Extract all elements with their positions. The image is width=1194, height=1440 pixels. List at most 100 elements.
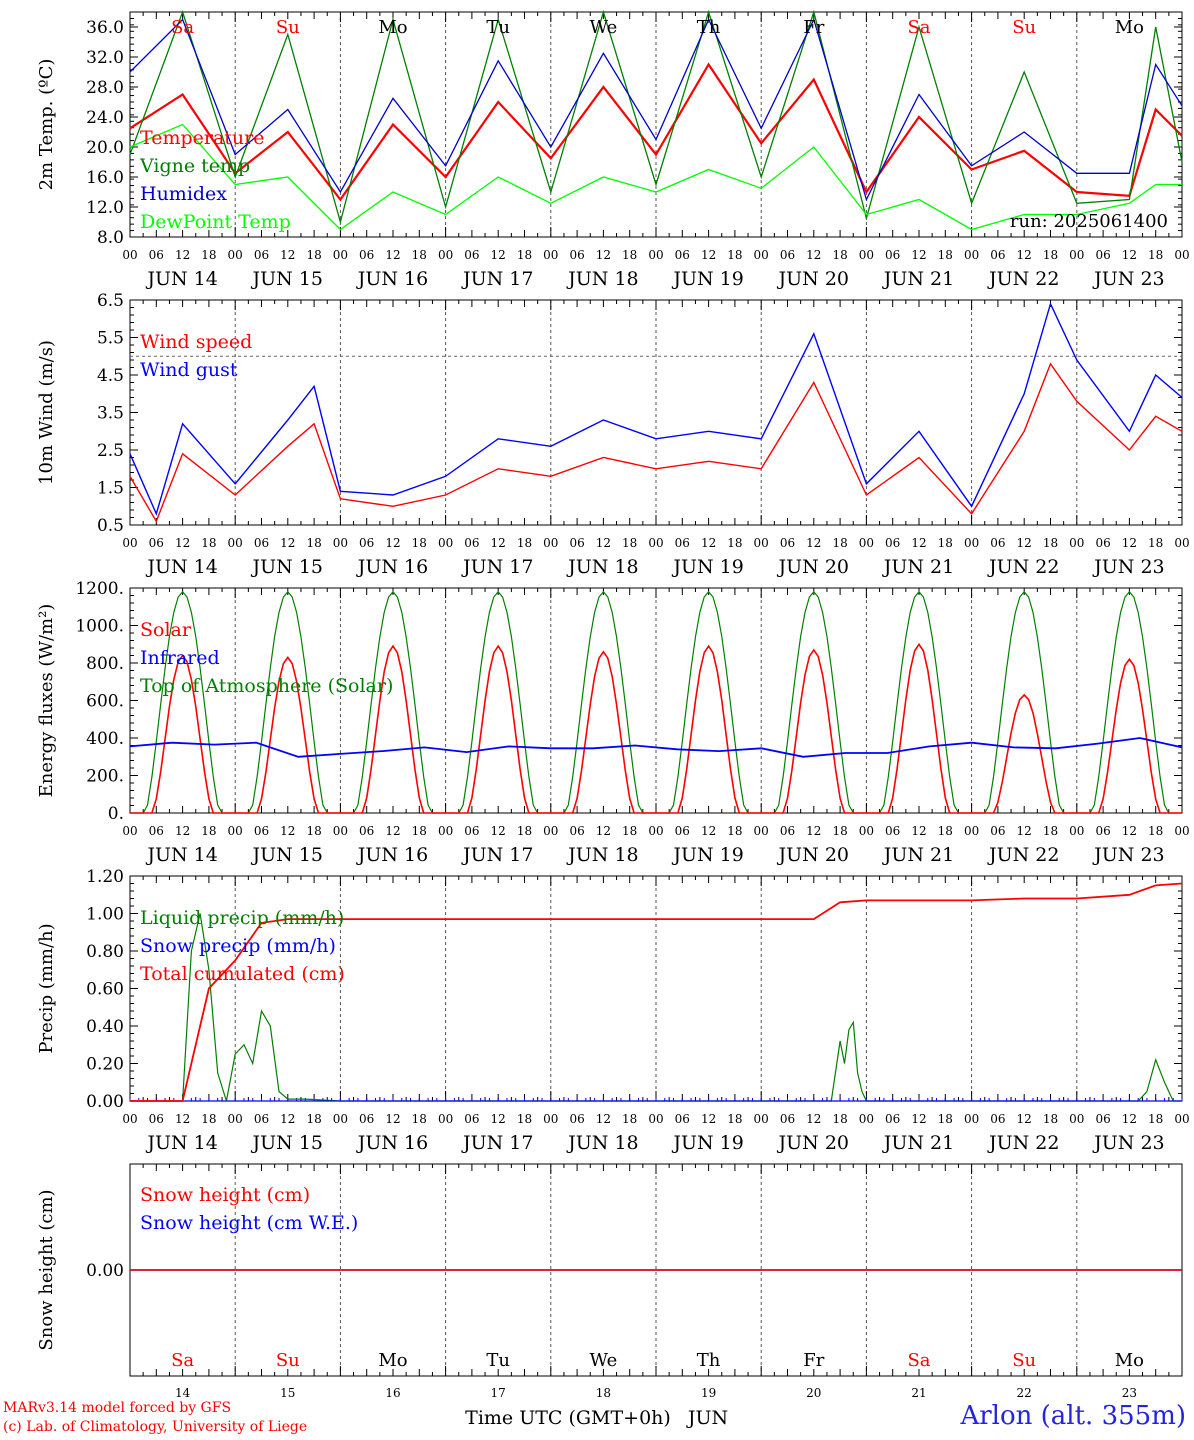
hour-tick-label: 18 (306, 536, 321, 550)
y-tick-label: 36.0 (86, 18, 124, 38)
hour-tick-label: 12 (1122, 536, 1137, 550)
panel-energy: 0. 200. 400. 600. 800. 1000. 1200. Energy fluxe… (36, 579, 1183, 824)
hour-tick-label: 00 (859, 536, 874, 550)
hour-tick-label: 12 (701, 536, 716, 550)
day-label: JUN 16 (356, 268, 428, 290)
day-label: JUN 21 (882, 268, 954, 290)
hour-tick-label: 00 (122, 536, 137, 550)
hour-tick-label: 12 (1017, 824, 1032, 838)
hour-tick-label: 06 (780, 536, 795, 550)
hour-tick-label: 12 (1122, 248, 1137, 262)
y-tick-label: 0.60 (86, 980, 124, 1000)
hour-tick-label: 06 (885, 248, 900, 262)
hour-tick-label: 18 (832, 824, 847, 838)
weekday-label: Sa (907, 17, 930, 38)
legend-entry: DewPoint Temp (140, 211, 291, 233)
hour-tick-label: 12 (491, 536, 506, 550)
credit-lab: (c) Lab. of Climatology, University of L… (3, 1419, 308, 1435)
panel-frame (129, 11, 1183, 238)
y-tick-label: 200. (86, 767, 124, 787)
hour-tick-label: 12 (911, 536, 926, 550)
hour-tick-label: 06 (464, 536, 479, 550)
hour-tick-label: 06 (990, 536, 1005, 550)
panel-temp: 8.0 12.0 16.0 20.0 24.0 28.0 32.0 36.0 2m Temp. … (36, 9, 1183, 248)
hour-tick-label: 18 (517, 1112, 532, 1126)
hour-tick-label: 00 (122, 1112, 137, 1126)
hour-tick-label: 06 (1095, 824, 1110, 838)
day-number: 23 (1122, 1386, 1137, 1400)
hour-tick-label: 06 (359, 824, 374, 838)
hour-tick-label: 00 (333, 824, 348, 838)
day-label: JUN 17 (461, 844, 533, 866)
y-tick-label: 0.00 (86, 1261, 124, 1281)
hour-tick-label: 00 (122, 824, 137, 838)
day-label: JUN 16 (356, 844, 428, 866)
hour-tick-label: 06 (1095, 536, 1110, 550)
hour-tick-label: 12 (701, 824, 716, 838)
hour-tick-label: 00 (964, 824, 979, 838)
hour-tick-label: 18 (1043, 248, 1058, 262)
y-tick-label: 1.5 (97, 479, 124, 499)
weekday-label: Su (1012, 1350, 1036, 1371)
y-axis-label: 2m Temp. (ºC) (36, 59, 57, 191)
panel-wind: 0.5 1.5 2.5 3.5 4.5 5.5 6.5 10m Wind (m/s) Wind … (36, 291, 1183, 536)
hour-tick-label: 12 (175, 1112, 190, 1126)
weekday-label: Sa (171, 17, 194, 38)
day-number: 17 (491, 1386, 506, 1400)
hour-tick-label: 00 (648, 536, 663, 550)
day-label: JUN 15 (251, 268, 323, 290)
hour-tick-label: 06 (885, 536, 900, 550)
hour-tick-label: 18 (517, 536, 532, 550)
hour-tick-label: 06 (254, 536, 269, 550)
y-tick-label: 1.20 (86, 867, 124, 887)
legend-entry: Solar (140, 619, 192, 641)
hour-tick-label: 18 (201, 1112, 216, 1126)
weekday-label: Mo (378, 1350, 407, 1371)
day-label: JUN 19 (671, 556, 743, 578)
y-tick-label: 0.00 (86, 1092, 124, 1112)
weekday-label: Sa (907, 1350, 930, 1371)
hour-tick-label: 00 (228, 536, 243, 550)
hour-tick-label: 00 (1069, 824, 1084, 838)
legend-entry: Humidex (140, 183, 227, 205)
hour-tick-label: 00 (333, 1112, 348, 1126)
day-label: JUN 23 (1092, 844, 1164, 866)
legend-entry: Snow height (cm W.E.) (140, 1212, 358, 1234)
hour-tick-label: 00 (754, 1112, 769, 1126)
hour-tick-label: 12 (701, 248, 716, 262)
hour-tick-label: 12 (491, 248, 506, 262)
hour-tick-label: 00 (1069, 1112, 1084, 1126)
hour-tick-label: 18 (622, 1112, 637, 1126)
hour-tick-label: 12 (175, 824, 190, 838)
hour-tick-label: 06 (675, 824, 690, 838)
weekday-label: Mo (378, 17, 407, 38)
hour-tick-label: 00 (333, 248, 348, 262)
hour-tick-label: 18 (622, 248, 637, 262)
y-tick-label: 600. (86, 692, 124, 712)
hour-tick-label: 00 (228, 1112, 243, 1126)
legend-entry: Wind speed (140, 331, 252, 353)
hour-tick-label: 06 (569, 1112, 584, 1126)
hour-tick-label: 06 (675, 248, 690, 262)
day-label: JUN 20 (777, 844, 849, 866)
hour-tick-label: 00 (1174, 1112, 1189, 1126)
hour-tick-label: 06 (254, 824, 269, 838)
hour-tick-label: 12 (280, 1112, 295, 1126)
day-label: JUN 21 (882, 1132, 954, 1154)
hour-tick-label: 12 (280, 824, 295, 838)
series-humidex (129, 17, 1183, 202)
series-dewpoint-temp (129, 123, 1182, 231)
hour-tick-label: 06 (569, 824, 584, 838)
hour-tick-label: 18 (832, 248, 847, 262)
weekday-label: Fr (803, 17, 824, 38)
hour-tick-label: 00 (754, 824, 769, 838)
location-label: Arlon (alt. 355m) (960, 1401, 1186, 1431)
hour-tick-label: 06 (569, 248, 584, 262)
hour-tick-label: 12 (806, 248, 821, 262)
hour-tick-label: 00 (543, 248, 558, 262)
hour-tick-label: 00 (859, 1112, 874, 1126)
hour-tick-label: 12 (596, 248, 611, 262)
hour-tick-label: 00 (1174, 248, 1189, 262)
day-label: JUN 14 (145, 268, 217, 290)
hour-tick-label: 00 (859, 248, 874, 262)
